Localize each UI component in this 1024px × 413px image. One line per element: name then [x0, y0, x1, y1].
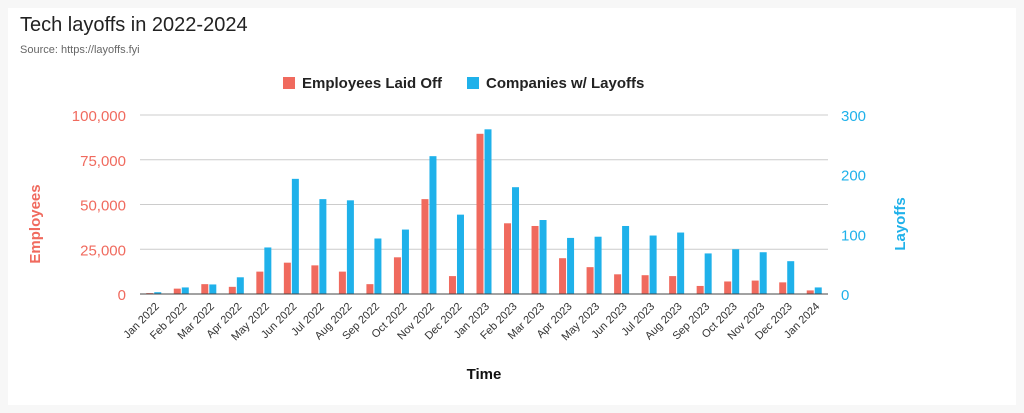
legend-swatch-employees — [283, 77, 295, 89]
bar-companies-with-layoffs — [704, 253, 712, 294]
axes: 025,00050,00075,000100,0000100200300Jan … — [72, 108, 866, 343]
bar-employees-laid-off — [338, 271, 346, 294]
legend-swatch-companies — [467, 77, 479, 89]
y-tick-label-left: 25,000 — [80, 242, 126, 259]
bar-employees-laid-off — [696, 285, 704, 294]
bar-employees-laid-off — [421, 199, 429, 294]
y-tick-label-right: 100 — [841, 227, 866, 244]
y-tick-label-left: 50,000 — [80, 198, 126, 215]
bar-employees-laid-off — [531, 225, 539, 294]
y-tick-label-left: 100,000 — [72, 108, 126, 125]
bar-employees-laid-off — [448, 276, 456, 294]
bar-employees-laid-off — [724, 281, 732, 294]
bar-companies-with-layoffs — [154, 292, 162, 294]
bar-employees-laid-off — [393, 257, 401, 294]
y-tick-label-right: 300 — [841, 108, 866, 125]
bar-employees-laid-off — [559, 258, 567, 294]
bar-employees-laid-off — [614, 274, 622, 294]
bar-companies-with-layoffs — [814, 287, 822, 294]
bar-employees-laid-off — [806, 290, 814, 294]
bar-employees-laid-off — [173, 288, 181, 294]
bar-employees-laid-off — [228, 286, 236, 294]
bar-companies-with-layoffs — [374, 238, 382, 294]
bar-companies-with-layoffs — [346, 200, 354, 294]
bar-companies-with-layoffs — [264, 247, 272, 294]
bar-employees-laid-off — [779, 282, 787, 294]
bar-employees-laid-off — [641, 275, 649, 294]
x-axis-label: Time — [467, 366, 502, 383]
chart-title: Tech layoffs in 2022-2024 — [20, 14, 248, 36]
y-tick-label-right: 200 — [841, 168, 866, 185]
bar-companies-with-layoffs — [594, 236, 602, 294]
bar-companies-with-layoffs — [484, 129, 492, 294]
chart-card — [8, 8, 1016, 405]
y-tick-label-left: 75,000 — [80, 153, 126, 170]
bar-companies-with-layoffs — [456, 214, 464, 294]
bar-companies-with-layoffs — [181, 287, 189, 294]
bar-employees-laid-off — [586, 267, 594, 294]
bar-employees-laid-off — [283, 262, 291, 294]
bar-employees-laid-off — [669, 276, 677, 294]
y-axis-label-left: Employees — [27, 184, 44, 263]
bar-companies-with-layoffs — [732, 249, 740, 294]
legend[interactable]: Employees Laid Off Companies w/ Layoffs — [283, 75, 644, 92]
bar-companies-with-layoffs — [401, 229, 409, 294]
y-tick-label-left: 0 — [118, 287, 126, 304]
legend-label-employees: Employees Laid Off — [302, 75, 443, 92]
bar-companies-with-layoffs — [567, 237, 575, 294]
bar-employees-laid-off — [476, 133, 484, 294]
bar-companies-with-layoffs — [759, 252, 767, 294]
y-tick-label-right: 0 — [841, 287, 849, 304]
bar-companies-with-layoffs — [787, 261, 795, 294]
bar-companies-with-layoffs — [209, 284, 217, 294]
gridlines — [140, 114, 828, 250]
bar-companies-with-layoffs — [677, 232, 685, 294]
bar-companies-with-layoffs — [429, 156, 437, 294]
bar-companies-with-layoffs — [319, 199, 327, 294]
y-axis-label-right: Layoffs — [892, 197, 909, 250]
bar-employees-laid-off — [201, 284, 209, 294]
bar-employees-laid-off — [751, 280, 759, 294]
bar-employees-laid-off — [256, 271, 264, 294]
bar-employees-laid-off — [504, 223, 512, 294]
bar-employees-laid-off — [311, 265, 319, 294]
bar-employees-laid-off — [366, 284, 374, 294]
bar-companies-with-layoffs — [539, 220, 547, 294]
bar-companies-with-layoffs — [291, 178, 299, 294]
bar-companies-with-layoffs — [649, 235, 657, 294]
chart-subtitle: Source: https://layoffs.fyi — [20, 44, 140, 56]
bar-companies-with-layoffs — [622, 225, 630, 294]
legend-label-companies: Companies w/ Layoffs — [486, 75, 644, 92]
bar-companies-with-layoffs — [236, 277, 244, 294]
bars — [146, 129, 822, 294]
bar-companies-with-layoffs — [512, 187, 520, 294]
